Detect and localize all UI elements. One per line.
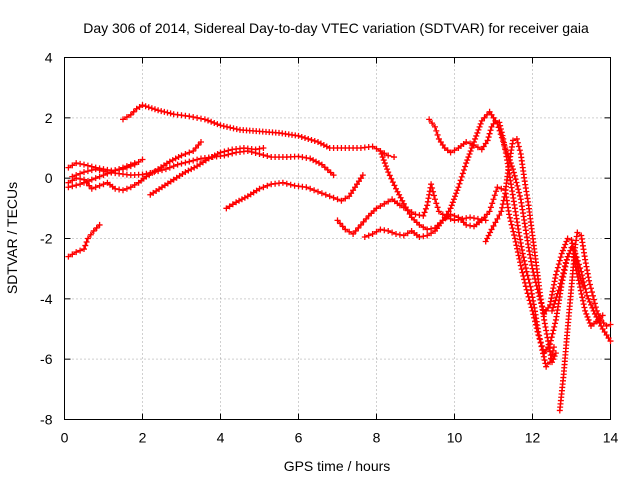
series-trace	[428, 118, 555, 368]
x-tick-label: 4	[217, 430, 225, 446]
series-arc-m	[556, 229, 614, 414]
series-trace	[226, 174, 364, 209]
series-arc-i	[361, 108, 587, 317]
series-markers	[549, 244, 614, 345]
y-tick-label: -4	[40, 291, 53, 307]
x-tick-label: 6	[295, 430, 303, 446]
x-tick-label: 2	[139, 430, 147, 446]
series-markers	[65, 221, 103, 260]
y-tick-label: -2	[40, 231, 53, 247]
series-markers	[69, 148, 337, 180]
y-tick-label: 2	[45, 110, 53, 126]
series-arc-upper	[120, 102, 398, 161]
series-arc-l	[482, 135, 559, 366]
x-tick-label: 10	[447, 430, 463, 446]
series-arc-d	[69, 148, 337, 180]
y-tick-label: -6	[40, 351, 53, 367]
series-markers	[426, 116, 557, 370]
series-markers	[223, 172, 366, 212]
x-tick-label: 0	[61, 430, 69, 446]
y-axis: -8 -6 -4 -2 0 2 4	[40, 50, 611, 428]
series-arc-g	[223, 172, 366, 212]
y-tick-label: 4	[45, 50, 53, 66]
x-tick-label: 14	[603, 430, 619, 446]
series-arc-f	[65, 221, 103, 260]
series-markers	[147, 145, 267, 198]
series-markers	[482, 135, 559, 366]
series-arc-e	[147, 145, 267, 198]
y-axis-label: SDTVAR / TECUs	[4, 182, 20, 294]
series-markers	[334, 181, 489, 237]
series-arc-h	[334, 181, 489, 237]
y-tick-label: 0	[45, 170, 53, 186]
series-arc-k	[426, 116, 557, 370]
y-tick-label: -8	[40, 412, 53, 428]
plot-area	[65, 102, 614, 414]
series-markers	[120, 102, 398, 161]
x-axis: 0 2 4 6 8 10 12 14	[61, 57, 619, 446]
series-trace	[337, 184, 486, 235]
grid	[64, 57, 611, 420]
series-markers	[361, 108, 587, 317]
series-markers	[556, 229, 614, 414]
series-arc-j	[377, 148, 606, 357]
series-trace	[149, 147, 264, 196]
series-markers	[377, 148, 606, 357]
series-arc-n	[549, 244, 614, 345]
x-tick-label: 8	[373, 430, 381, 446]
x-axis-label: GPS time / hours	[284, 458, 391, 474]
chart-title: Day 306 of 2014, Sidereal Day-to-day VTE…	[83, 20, 589, 36]
x-tick-label: 12	[525, 430, 541, 446]
